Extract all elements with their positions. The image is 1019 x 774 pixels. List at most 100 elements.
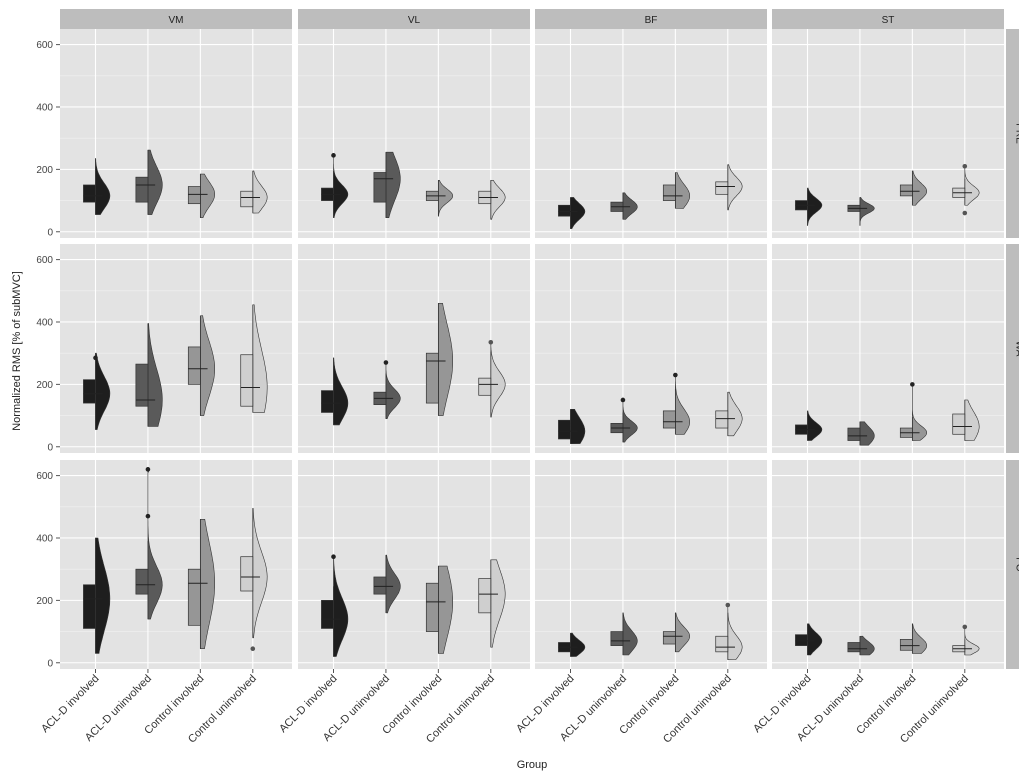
box xyxy=(187,186,201,205)
box xyxy=(715,635,729,653)
box xyxy=(662,184,676,201)
violin-half xyxy=(912,170,927,206)
outlier-point xyxy=(673,372,678,378)
violin-half xyxy=(675,612,690,653)
violin-half xyxy=(622,612,638,656)
outlier-point xyxy=(93,355,98,361)
box xyxy=(135,568,149,595)
outlier-point xyxy=(145,513,151,519)
violin-half xyxy=(570,632,586,657)
violin-half xyxy=(727,164,743,211)
outlier-point xyxy=(383,360,389,365)
facet-strip-bf xyxy=(535,9,767,29)
box xyxy=(847,642,861,653)
violin-half xyxy=(964,165,980,206)
violin-half xyxy=(490,179,506,220)
facet-strip-vm xyxy=(60,9,292,29)
violin-half xyxy=(570,408,586,444)
outlier-point xyxy=(962,210,968,216)
facet-label-bf: BF xyxy=(645,15,658,26)
violin-half xyxy=(912,384,927,441)
outlier-point xyxy=(620,397,626,403)
box xyxy=(135,363,149,407)
box xyxy=(83,584,96,629)
y-tick-label: 200 xyxy=(36,596,53,607)
box xyxy=(952,413,966,435)
violin-half xyxy=(438,179,453,217)
violin-half xyxy=(147,469,163,620)
y-tick-label: 400 xyxy=(36,102,53,113)
y-tick-label: 400 xyxy=(36,533,53,544)
box xyxy=(321,390,334,413)
box xyxy=(373,576,387,595)
y-tick-label: 0 xyxy=(47,658,53,669)
box xyxy=(795,634,808,646)
box xyxy=(715,410,729,429)
violin-half xyxy=(333,154,349,219)
box xyxy=(478,578,492,614)
outlier-point xyxy=(725,602,731,608)
violin-half xyxy=(333,556,349,657)
box xyxy=(558,419,571,440)
y-tick-label: 0 xyxy=(47,227,53,238)
box xyxy=(558,204,571,217)
box xyxy=(135,176,149,203)
violin-half xyxy=(490,341,506,418)
violin-half xyxy=(385,554,401,614)
x-axis-label: Group xyxy=(517,759,548,771)
violin-half xyxy=(333,357,349,426)
box xyxy=(425,582,439,632)
box xyxy=(478,377,492,396)
facet-label-vm: VM xyxy=(169,15,184,26)
box xyxy=(662,410,676,429)
box xyxy=(610,631,624,646)
violin-half xyxy=(807,187,823,226)
outlier-point xyxy=(962,163,968,169)
box xyxy=(425,352,439,404)
box xyxy=(321,600,334,629)
facet-strip-st xyxy=(772,9,1004,29)
y-tick-label: 600 xyxy=(36,471,53,482)
violin-half xyxy=(622,399,638,443)
violin-half xyxy=(385,362,401,420)
violin-half xyxy=(385,151,401,219)
violin-half xyxy=(675,374,690,435)
facet-label-vl: VL xyxy=(408,15,421,26)
box xyxy=(373,172,387,203)
box xyxy=(662,631,676,645)
violin-half xyxy=(438,302,453,416)
y-tick-label: 200 xyxy=(36,165,53,176)
violin-half xyxy=(252,508,268,639)
y-tick-label: 200 xyxy=(36,380,53,391)
facet-strip-wa xyxy=(1006,244,1019,453)
violin-half xyxy=(570,197,586,229)
box xyxy=(847,427,861,441)
violin-half xyxy=(95,352,111,430)
y-tick-label: 600 xyxy=(36,255,53,266)
violin-half xyxy=(859,635,875,656)
violin-half xyxy=(200,173,215,219)
violin-half xyxy=(200,315,215,416)
box xyxy=(899,639,913,651)
facet-strip-pre xyxy=(1006,29,1019,238)
box xyxy=(187,346,201,385)
violin-half xyxy=(964,399,980,441)
outlier-point xyxy=(962,624,968,630)
box xyxy=(899,184,913,197)
facet-strip-po xyxy=(1006,460,1019,669)
violin-half xyxy=(807,410,823,441)
facet-label-wa: WA xyxy=(1014,341,1019,357)
violin-half xyxy=(95,537,111,654)
box xyxy=(240,354,254,407)
box xyxy=(187,568,201,626)
y-axis-label: Normalized RMS [% of subMVC] xyxy=(11,271,23,431)
violin-half xyxy=(964,626,980,656)
facet-strip-vl xyxy=(298,9,530,29)
y-tick-label: 600 xyxy=(36,40,53,51)
facet-label-po: PO xyxy=(1014,557,1019,572)
violin-half xyxy=(147,149,163,215)
violin-half xyxy=(147,323,163,427)
violin-half xyxy=(727,391,743,437)
violin-half xyxy=(490,559,506,648)
